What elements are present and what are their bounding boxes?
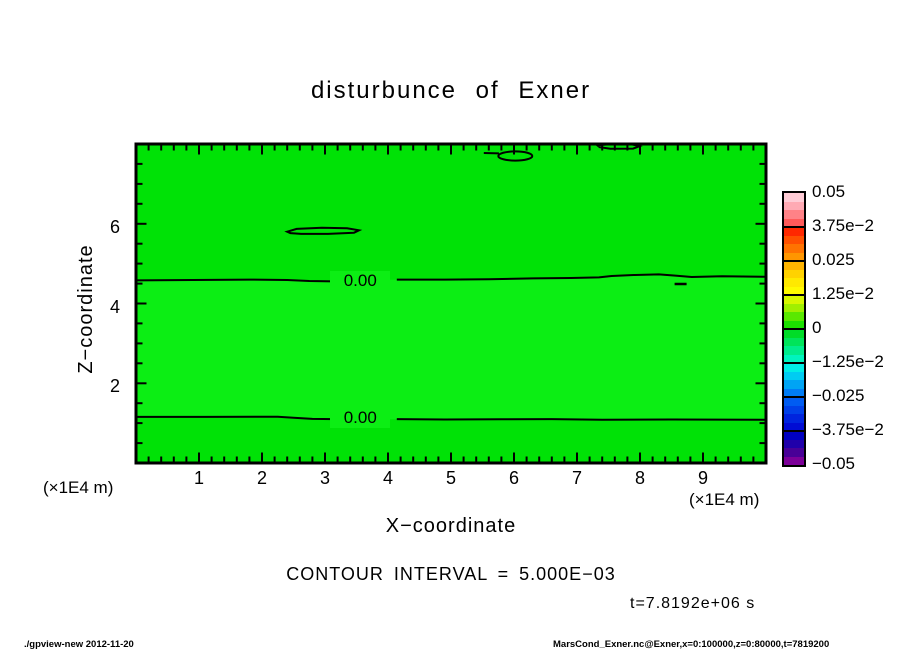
- x-tick-label: 2: [256, 468, 267, 488]
- x-tick-label: 5: [445, 468, 456, 488]
- colorbar-cell: [784, 456, 804, 465]
- colorbar-separator: [784, 294, 804, 296]
- contour-interval-text: CONTOUR INTERVAL = 5.000E−03: [286, 564, 616, 584]
- contour-label: 0.00: [330, 270, 391, 291]
- colorbar-separator: [784, 260, 804, 262]
- colorbar-cell: [784, 439, 804, 448]
- time-annotation: t=7.8192e+06 s: [630, 595, 756, 612]
- colorbar-cell: [784, 354, 804, 363]
- x-tick-label: 3: [319, 468, 330, 488]
- colorbar-label: −1.25e−2: [812, 352, 884, 371]
- colorbar-cell: [784, 269, 804, 278]
- x-tick-label: 6: [508, 468, 519, 488]
- colorbar-separator: [784, 226, 804, 228]
- x-axis-label: X−coordinate: [385, 515, 517, 537]
- colorbar-separator: [784, 430, 804, 432]
- colorbar-cell: [784, 218, 804, 227]
- chart-title: disturbunce of Exner: [310, 77, 592, 104]
- colorbar-cell: [784, 201, 804, 210]
- colorbar-label: 0.025: [812, 250, 855, 269]
- colorbar-label: −0.025: [812, 386, 865, 405]
- colorbar-label: 3.75e−2: [812, 216, 874, 235]
- colorbar-cell: [784, 295, 804, 304]
- colorbar-cell: [784, 278, 804, 287]
- colorbar-separator: [784, 328, 804, 330]
- colorbar-cell: [784, 388, 804, 397]
- colorbar-label: −0.05: [812, 454, 856, 473]
- colorbar-cell: [784, 193, 804, 202]
- colorbar-cell: [784, 227, 804, 236]
- colorbar-cell: [784, 371, 804, 380]
- colorbar-separator: [784, 362, 804, 364]
- colorbar-cell: [784, 235, 804, 244]
- colorbar-cell: [784, 448, 804, 457]
- colorbar-cell: [784, 286, 804, 295]
- colorbar-separator: [784, 396, 804, 398]
- colorbar: [782, 191, 806, 467]
- colorbar-cell: [784, 320, 804, 329]
- colorbar-cell: [784, 414, 804, 423]
- x-tick-label: 9: [697, 468, 708, 488]
- x-tick-label: 7: [571, 468, 582, 488]
- y-tick-label: 2: [109, 376, 120, 397]
- colorbar-cell: [784, 210, 804, 219]
- axis-unit-label-left: (×1E4 m): [43, 478, 114, 497]
- colorbar-cell: [784, 431, 804, 440]
- x-tick-label: 1: [193, 468, 204, 488]
- colorbar-cell: [784, 422, 804, 431]
- colorbar-cell: [784, 329, 804, 338]
- y-tick-label: 6: [109, 216, 120, 237]
- colorbar-label: −3.75e−2: [812, 420, 884, 439]
- colorbar-cell: [784, 363, 804, 372]
- axis-unit-label-right: (×1E4 m): [689, 490, 760, 509]
- y-tick-label: 4: [109, 296, 120, 317]
- colorbar-cell: [784, 346, 804, 355]
- colorbar-label: 1.25e−2: [812, 284, 874, 303]
- contour-label: 0.00: [330, 408, 391, 429]
- colorbar-cell: [784, 244, 804, 253]
- footer-datasource: MarsCond_Exner.nc@Exner,x=0:100000,z=0:8…: [553, 639, 830, 650]
- colorbar-cell: [784, 337, 804, 346]
- x-tick-label: 4: [382, 468, 393, 488]
- x-tick-label: 8: [634, 468, 645, 488]
- colorbar-label: 0.05: [812, 182, 846, 201]
- colorbar-label: 0: [812, 318, 822, 337]
- footer-credit: ./gpview-new 2012-11-20: [24, 639, 134, 650]
- colorbar-cell: [784, 312, 804, 321]
- colorbar-cell: [784, 380, 804, 389]
- colorbar-cell: [784, 252, 804, 261]
- colorbar-cell: [784, 261, 804, 270]
- colorbar-cell: [784, 397, 804, 406]
- colorbar-cell: [784, 303, 804, 312]
- colorbar-cell: [784, 405, 804, 414]
